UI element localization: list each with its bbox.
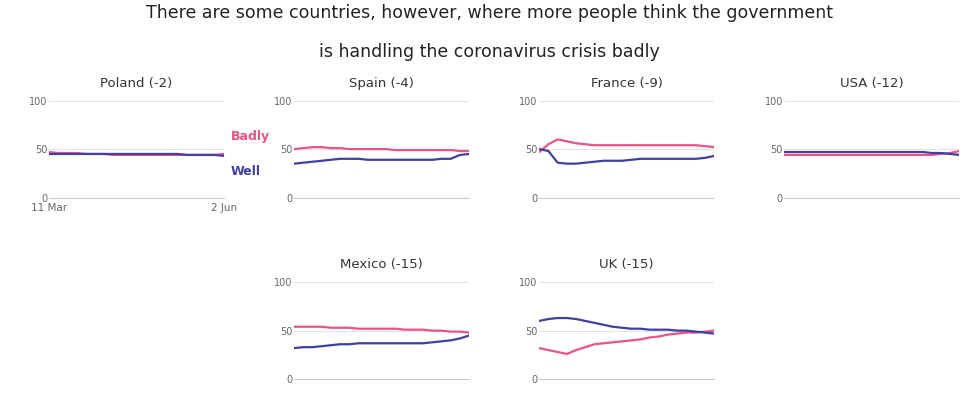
Text: Badly: Badly: [231, 130, 270, 143]
Text: There are some countries, however, where more people think the government: There are some countries, however, where…: [146, 4, 832, 22]
Title: Spain (-4): Spain (-4): [349, 77, 414, 90]
Title: USA (-12): USA (-12): [839, 77, 903, 90]
Title: Mexico (-15): Mexico (-15): [340, 258, 422, 271]
Text: Well: Well: [231, 166, 261, 179]
Title: Poland (-2): Poland (-2): [101, 77, 172, 90]
Text: is handling the coronavirus crisis badly: is handling the coronavirus crisis badly: [319, 43, 659, 62]
Title: France (-9): France (-9): [590, 77, 662, 90]
Title: UK (-15): UK (-15): [599, 258, 653, 271]
